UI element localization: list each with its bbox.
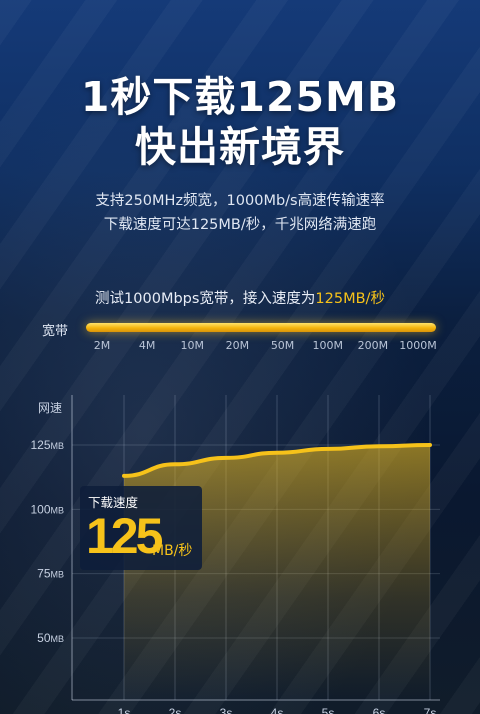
- bandwidth-tick: 50M: [270, 339, 295, 352]
- headline-line1: 1秒下载125MB: [80, 73, 400, 121]
- bandwidth-tick: 10M: [180, 339, 205, 352]
- bandwidth-tick: 1000M: [399, 339, 437, 352]
- test-result-prefix: 测试1000Mbps宽带，接入速度为: [95, 291, 316, 307]
- readout-value: 125: [86, 508, 163, 564]
- bandwidth-tick: 100M: [312, 339, 343, 352]
- x-tick-label: 2s: [169, 706, 182, 714]
- x-tick-label: 6s: [373, 706, 386, 714]
- y-tick-label: 50MB: [37, 631, 64, 645]
- speed-line: [122, 443, 432, 478]
- y-axis-title: 网速: [38, 401, 62, 415]
- test-result-speed: 125MB/秒: [315, 291, 385, 307]
- bandwidth-tick: 2M: [93, 339, 111, 352]
- subtitle-line1: 支持250MHz频宽，1000Mb/s高速传输速率: [95, 193, 385, 209]
- y-tick-label: 75MB: [37, 567, 64, 581]
- subtitle-line2: 下载速度可达125MB/秒，千兆网络满速跑: [103, 217, 377, 233]
- bandwidth-bar: [86, 323, 436, 332]
- readout-unit: MB/秒: [152, 543, 193, 559]
- x-tick-label: 3s: [220, 706, 233, 714]
- bandwidth-tick: 20M: [225, 339, 250, 352]
- speed-readout-panel: [80, 486, 202, 570]
- x-tick-label: 1s: [118, 706, 131, 714]
- bandwidth-tick: 200M: [357, 339, 389, 352]
- y-tick-label: 100MB: [30, 502, 64, 516]
- speed-area: [124, 445, 430, 700]
- bandwidth-tick: 4M: [138, 339, 156, 352]
- bandwidth-label: 宽带: [42, 324, 69, 339]
- x-tick-label: 5s: [322, 706, 335, 714]
- x-tick-label: 4s: [271, 706, 284, 714]
- headline-line2: 快出新境界: [135, 123, 345, 171]
- x-tick-label: 7s: [424, 706, 437, 714]
- chart-ticks: 网速 125MB 100MB 75MB 50MB 1s 2s 3s 4s 5s 6s 7s: [30, 401, 436, 714]
- readout-title: 下载速度: [88, 495, 139, 510]
- y-tick-label: 125MB: [30, 438, 64, 452]
- test-result-text: 测试1000Mbps宽带，接入速度为125MB/秒: [0, 287, 480, 308]
